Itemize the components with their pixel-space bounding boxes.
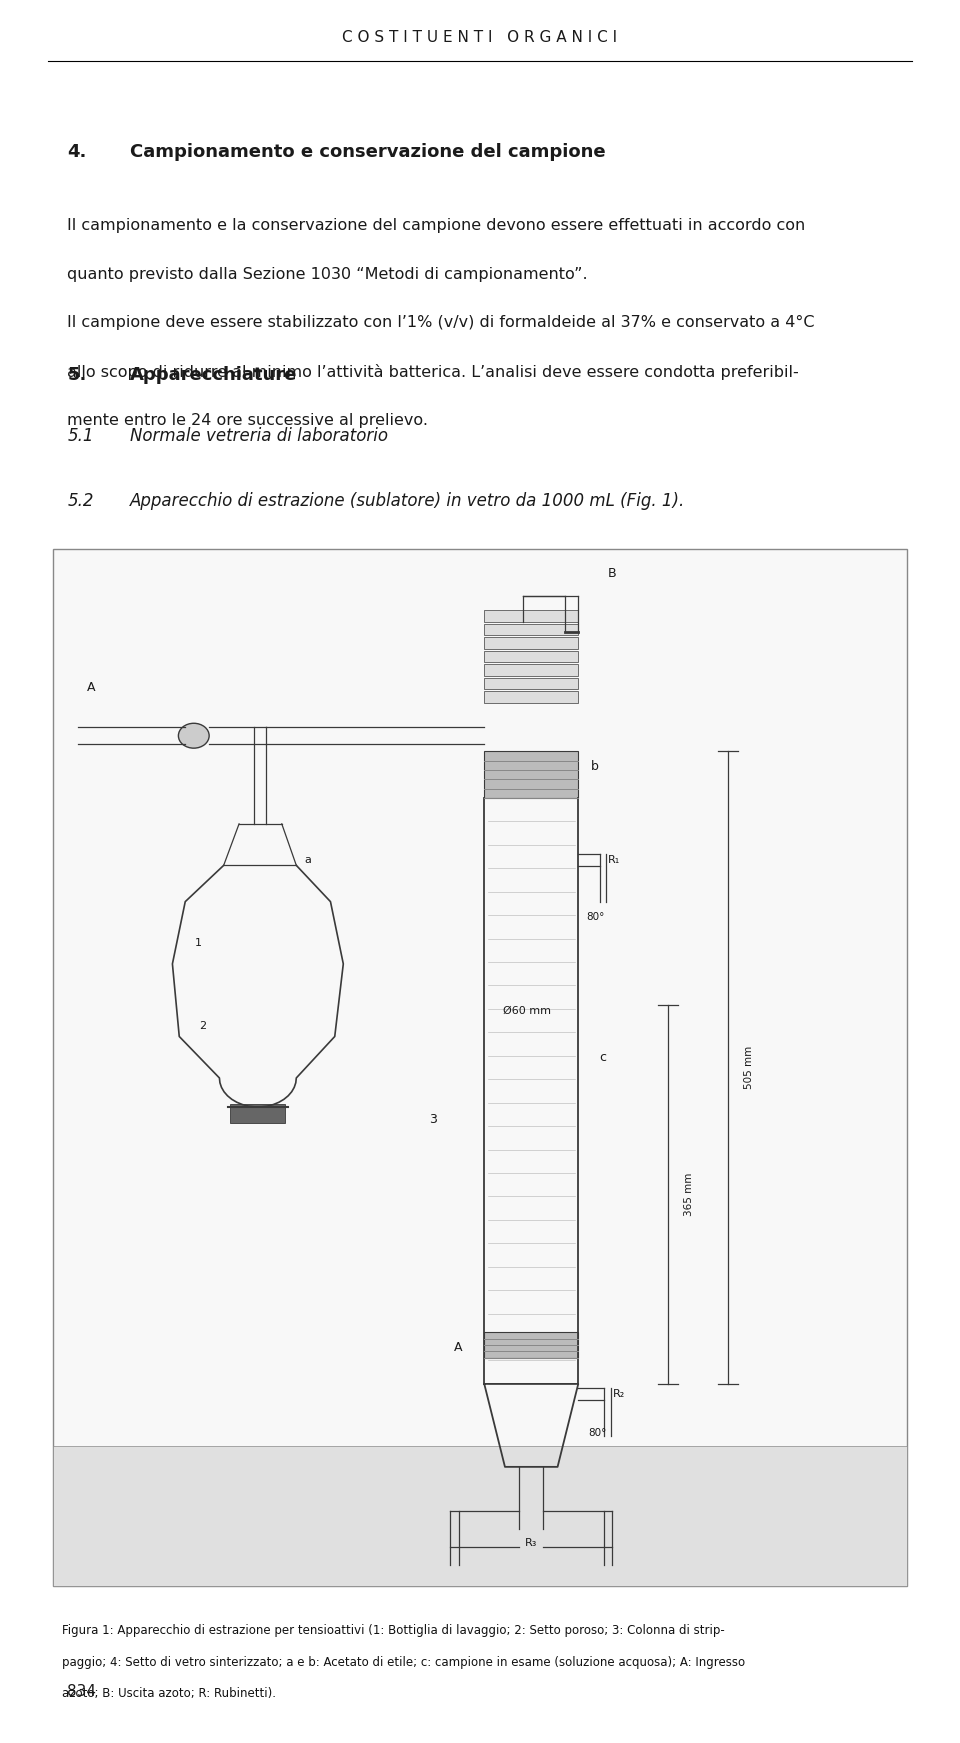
Text: Normale vetreria di laboratorio: Normale vetreria di laboratorio [130,427,388,444]
Bar [484,650,578,662]
Text: 80°: 80° [588,1428,607,1438]
Text: 2: 2 [199,1021,205,1032]
Text: Apparecchio di estrazione (sublatore) in vetro da 1000 mL (Fig. 1).: Apparecchio di estrazione (sublatore) in… [130,492,684,509]
Text: Il campione deve essere stabilizzato con l’1% (v/v) di formaldeide al 37% e cons: Il campione deve essere stabilizzato con… [67,315,815,331]
Bar [229,1103,285,1122]
Text: allo scopo di ridurre al minimo l’attività batterica. L’analisi deve essere cond: allo scopo di ridurre al minimo l’attivi… [67,364,799,380]
Text: 5.: 5. [67,366,86,383]
Text: 505 mm: 505 mm [744,1046,755,1089]
Bar [484,624,578,634]
Bar [53,1447,907,1586]
Text: 5.1: 5.1 [67,427,94,444]
Text: paggio; 4: Setto di vetro sinterizzato; a e b: Acetato di etile; c: campione in : paggio; 4: Setto di vetro sinterizzato; … [62,1656,746,1668]
Text: Il campionamento e la conservazione del campione devono essere effettuati in acc: Il campionamento e la conservazione del … [67,218,805,234]
Bar [53,549,907,1586]
Text: B: B [609,566,616,580]
Bar [484,1332,578,1358]
Text: quanto previsto dalla Sezione 1030 “Metodi di campionamento”.: quanto previsto dalla Sezione 1030 “Meto… [67,267,588,282]
Text: mente entro le 24 ore successive al prelievo.: mente entro le 24 ore successive al prel… [67,413,428,429]
Text: Campionamento e conservazione del campione: Campionamento e conservazione del campio… [130,143,605,160]
Text: Apparecchiature: Apparecchiature [130,366,297,383]
Text: R₂: R₂ [612,1389,625,1400]
Text: 5.2: 5.2 [67,492,94,509]
Text: 80°: 80° [587,912,605,922]
Text: 834: 834 [67,1684,96,1699]
Text: R₃: R₃ [525,1537,538,1548]
Bar [484,638,578,648]
Text: 1: 1 [195,938,202,948]
Text: Ø60 mm: Ø60 mm [503,1006,551,1016]
Bar [484,692,578,702]
Text: A: A [454,1340,463,1354]
Text: c: c [600,1051,607,1063]
Bar [484,610,578,622]
Text: R₁: R₁ [609,856,620,865]
Text: azoto; B: Uscita azoto; R: Rubinetti).: azoto; B: Uscita azoto; R: Rubinetti). [62,1687,276,1699]
Text: 365 mm: 365 mm [684,1173,694,1217]
Text: b: b [591,760,599,774]
Bar [484,751,578,798]
Text: 4.: 4. [67,143,86,160]
Ellipse shape [179,723,209,748]
Text: 3: 3 [429,1114,437,1126]
Text: a: a [305,856,312,865]
Bar [484,664,578,676]
Bar [484,678,578,688]
Text: Figura 1: Apparecchio di estrazione per tensioattivi (1: Bottiglia di lavaggio; : Figura 1: Apparecchio di estrazione per … [62,1624,725,1637]
Text: A: A [87,682,95,694]
Text: C O S T I T U E N T I   O R G A N I C I: C O S T I T U E N T I O R G A N I C I [343,30,617,45]
